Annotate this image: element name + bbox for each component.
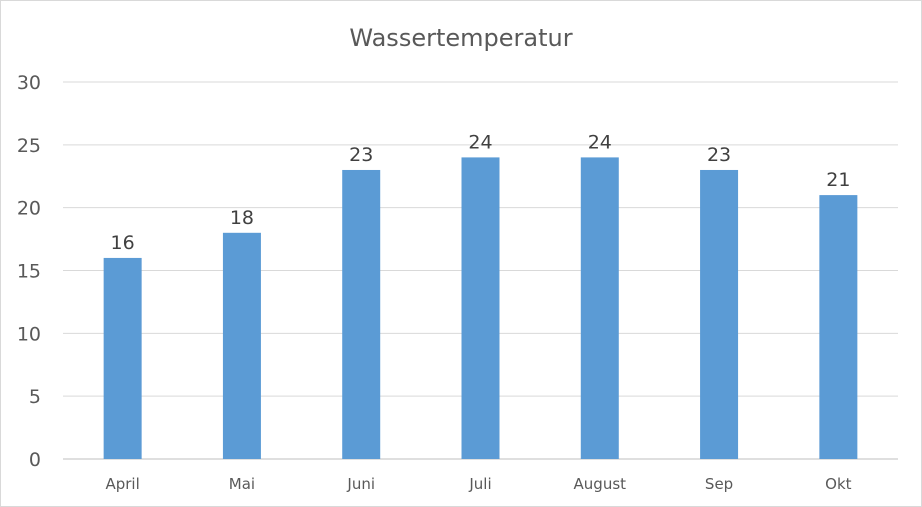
y-tick-label: 5 [29,386,41,408]
y-tick-label: 20 [17,198,41,220]
y-tick-label: 25 [17,135,41,157]
bar-okt [819,195,858,459]
bars [103,157,858,459]
bar-juni [342,169,381,459]
data-label: 18 [230,207,254,229]
x-tick-label: April [105,475,139,493]
data-label: 24 [468,131,492,153]
bar-august [580,157,619,459]
data-label: 24 [588,131,612,153]
bar-april [103,257,142,459]
bar-sep [700,169,739,459]
x-tick-label: Juli [468,475,491,493]
x-axis-tick-labels: April Mai Juni Juli August Sep Okt [105,475,851,493]
y-tick-label: 30 [17,72,41,94]
y-tick-label: 10 [17,323,41,345]
data-label: 16 [111,232,135,254]
chart-title: Wassertemperatur [349,24,572,52]
x-tick-label: Juni [346,475,375,493]
data-label: 21 [826,169,850,191]
x-tick-label: Okt [825,475,851,493]
x-tick-label: Mai [229,475,255,493]
y-tick-label: 0 [29,449,41,471]
y-axis-tick-labels: 0 5 10 15 20 25 30 [17,72,41,471]
bar-juli [461,157,500,459]
data-label: 23 [707,144,731,166]
data-labels: 16 18 23 24 24 23 21 [111,131,851,254]
x-tick-label: August [574,475,627,493]
data-label: 23 [349,144,373,166]
bar-mai [222,232,261,459]
x-tick-label: Sep [705,475,733,493]
y-tick-label: 15 [17,261,41,283]
